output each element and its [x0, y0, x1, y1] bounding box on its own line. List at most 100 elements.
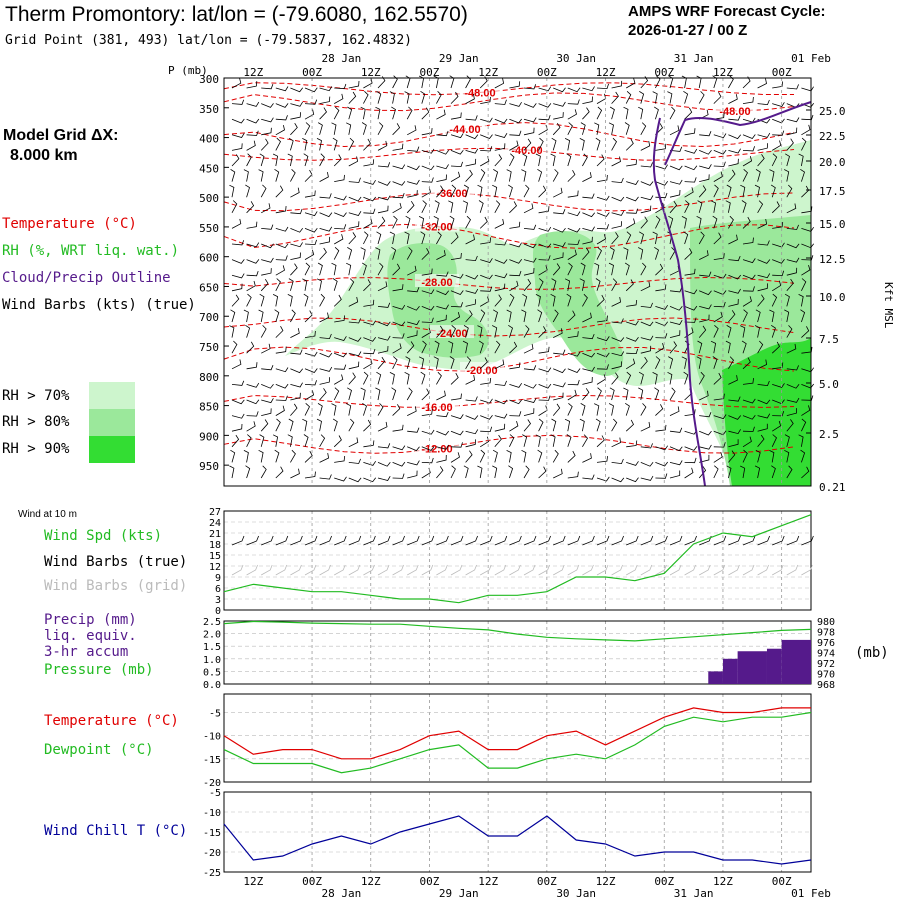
wind-barb — [608, 262, 614, 276]
wind-barb — [551, 137, 557, 151]
wind-barb-grid — [757, 564, 769, 576]
wind-barb — [509, 221, 521, 229]
wind-barb — [611, 477, 625, 483]
wind-tick-label: 3 — [215, 595, 221, 606]
wind-barb — [231, 154, 240, 167]
wind-barb — [538, 346, 550, 354]
wind-barb-grid — [553, 564, 565, 576]
wind-barb — [624, 122, 630, 135]
wind-barb — [290, 187, 300, 198]
wind-barb — [582, 212, 596, 218]
wind-barb — [696, 356, 702, 369]
wind-barb — [377, 403, 384, 416]
wind-barb — [742, 436, 752, 448]
wind-barb — [713, 414, 727, 420]
wind-barb — [275, 418, 281, 432]
wind-barb — [509, 259, 523, 264]
contour-label-bg — [443, 120, 487, 134]
wind-barb — [304, 190, 316, 198]
wind-barb — [801, 137, 807, 151]
wind-barb — [462, 200, 468, 213]
wind-barb — [479, 449, 486, 463]
wind-barb — [580, 122, 586, 135]
wind-barb — [465, 134, 479, 140]
wind-barb — [258, 309, 264, 323]
wind-barb — [436, 231, 442, 245]
wind-barb — [522, 293, 528, 307]
wind-barb — [755, 309, 761, 323]
chill-tick-label: -20 — [203, 848, 221, 859]
wind-barb — [463, 325, 469, 338]
wind-barb — [757, 423, 768, 432]
wind-barb — [742, 286, 755, 292]
wind-tick-label: 0 — [215, 606, 221, 617]
wind-barb — [684, 305, 698, 311]
legend-rh70: RH > 70% — [2, 388, 70, 404]
wind-barb — [465, 415, 479, 420]
wind-barb — [407, 146, 420, 152]
wind-barb — [669, 330, 681, 338]
wind-barb — [331, 403, 337, 416]
wind-barb — [465, 396, 478, 402]
wind-barb — [363, 440, 375, 448]
wind-barb-grid — [626, 564, 638, 576]
legend-rh: RH (%, WRT liq. wat.) — [2, 243, 180, 259]
wind-barb — [786, 419, 794, 432]
pressure-tick-label: 600 — [199, 252, 219, 265]
wind-barb-true — [465, 535, 478, 546]
wind-barb — [492, 309, 498, 323]
wind-barb — [304, 122, 311, 135]
wind-barb — [230, 169, 236, 182]
wind-barb — [742, 309, 748, 323]
wind-barb — [535, 434, 541, 447]
bottom-time-label: 12Z — [713, 875, 733, 888]
wind-barb — [566, 293, 572, 307]
wind-barb — [377, 302, 391, 308]
wind-barb — [275, 206, 287, 214]
wind-barb — [275, 125, 285, 136]
pressure-tick-label: 650 — [199, 281, 219, 294]
wind-barb-true — [684, 535, 697, 546]
wind-barb — [523, 397, 537, 403]
wind-barb — [450, 414, 464, 420]
wind-barb — [494, 118, 508, 124]
wind-barb — [611, 177, 624, 184]
wind-barb — [567, 351, 581, 357]
pressure-tick-label: 550 — [199, 222, 219, 235]
wind-barb — [713, 442, 726, 448]
wind-barb — [363, 477, 377, 483]
wind-barb — [772, 118, 785, 124]
wind-barb — [436, 444, 449, 450]
wind-barb — [553, 252, 564, 260]
rh80-area-mid — [532, 231, 624, 376]
wind-barb — [640, 335, 654, 341]
wind-barb — [769, 450, 775, 463]
wind-barb — [363, 348, 376, 355]
wind-barb — [231, 240, 245, 246]
wind-10m-header: Wind at 10 m — [18, 509, 77, 520]
wind-barb — [713, 112, 725, 120]
wind-barb — [755, 449, 761, 463]
wind-barb — [494, 294, 502, 307]
wind-barb-grid — [246, 564, 258, 576]
wind-barb — [684, 187, 694, 198]
wind-barb — [754, 325, 760, 338]
bottom-date-label: 29 Jan — [439, 887, 479, 900]
wind-barb — [448, 200, 454, 213]
wind-barb-true — [407, 535, 420, 546]
wind-barb — [713, 393, 725, 401]
wind-barb — [376, 371, 382, 385]
wind-barb — [492, 325, 498, 338]
wind-barb — [333, 435, 342, 448]
wind-barb — [567, 227, 581, 233]
wind-barb — [465, 234, 475, 245]
wind-barb — [406, 200, 415, 214]
wind-barb — [655, 192, 668, 199]
wind-barb-grid — [275, 564, 288, 576]
wind-barb — [626, 440, 638, 448]
wind-barb — [626, 299, 638, 307]
wind-barb — [596, 456, 608, 463]
wind-barb — [786, 325, 793, 338]
wind-barb — [348, 372, 356, 385]
wind-barb-grid — [377, 564, 390, 576]
